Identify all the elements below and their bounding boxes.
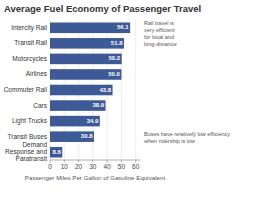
annotation-line: Rail travel is [144,20,174,26]
bar [50,147,62,158]
bar [50,100,106,111]
category-label-line: Paratransit [16,155,48,162]
data-label: 8.6 [52,149,61,155]
category-label: Motorcycles [12,55,47,63]
x-axis-line [50,160,140,161]
x-axis: 0 10 20 30 40 50 60 [48,160,140,170]
bar [50,116,100,127]
category-label-line: Transit Buses [8,132,48,139]
tick-label: 40 [104,163,112,170]
category-label-line: Airlines [26,70,48,77]
category-label: Transit Rail [14,39,47,46]
category-label: Commuter Rail [4,86,48,93]
category-label: Airlines [26,70,48,77]
annotation-line: Buses have relatively low efficiency [144,131,230,137]
category-label-line: Cars [33,101,47,108]
data-label: 38.9 [92,102,104,108]
data-label: 56.1 [117,24,129,30]
data-labels: 8.6 30.8 34.9 38.9 43.8 50.0 50.2 51.8 56.1 [52,24,129,154]
category-label: DemandResponse andParatransit [5,141,47,162]
x-axis-label: Passenger Miles Per Gallon of Gasoline E… [25,174,166,181]
annotations: Rail travel isvery efficientfor local an… [143,20,230,144]
annotation-line: very efficient [144,27,175,33]
annotation-line: when ridership is low [143,138,195,144]
y-axis: DemandResponse andParatransit Transit Bus… [4,23,48,161]
tick-label: 60 [132,163,140,170]
bar [50,38,124,49]
tick-label: 50 [118,163,126,170]
category-label: Cars [33,101,47,108]
annotation: Buses have relatively low efficiencywhen… [143,131,230,144]
category-label-line: Commuter Rail [4,86,48,93]
category-label-line: Demand [22,141,47,148]
bar [50,85,113,96]
data-label: 43.8 [99,87,111,93]
annotation-line: long-distance [144,41,177,47]
bar [50,22,130,33]
tick-label: 20 [75,163,83,170]
category-label-line: Intercity Rail [11,23,47,31]
bar [50,69,121,80]
tick-label: 0 [48,163,52,170]
data-label: 51.8 [111,40,123,46]
data-label: 30.8 [81,133,93,139]
annotation: Rail travel isvery efficientfor local an… [144,20,177,47]
category-label: Intercity Rail [11,23,47,31]
data-label: 50.2 [109,55,121,61]
bars [50,22,130,157]
data-label: 34.9 [87,118,99,124]
category-label: Transit Buses [8,132,48,139]
category-label-line: Transit Rail [14,39,47,46]
grid-line [135,20,136,160]
tick-label: 30 [89,163,97,170]
bar [50,131,94,142]
annotation-line: for local and [144,34,174,40]
data-label: 50.0 [108,71,120,77]
category-label-line: Light Trucks [12,117,48,125]
bar [50,54,122,65]
tick-label: 10 [61,163,69,170]
category-label-line: Motorcycles [12,55,47,63]
title: Average Fuel Economy of Passenger Travel [4,3,201,14]
grid [50,20,136,160]
category-label: Light Trucks [12,117,48,125]
chart: Average Fuel Economy of Passenger Travel… [0,0,254,198]
